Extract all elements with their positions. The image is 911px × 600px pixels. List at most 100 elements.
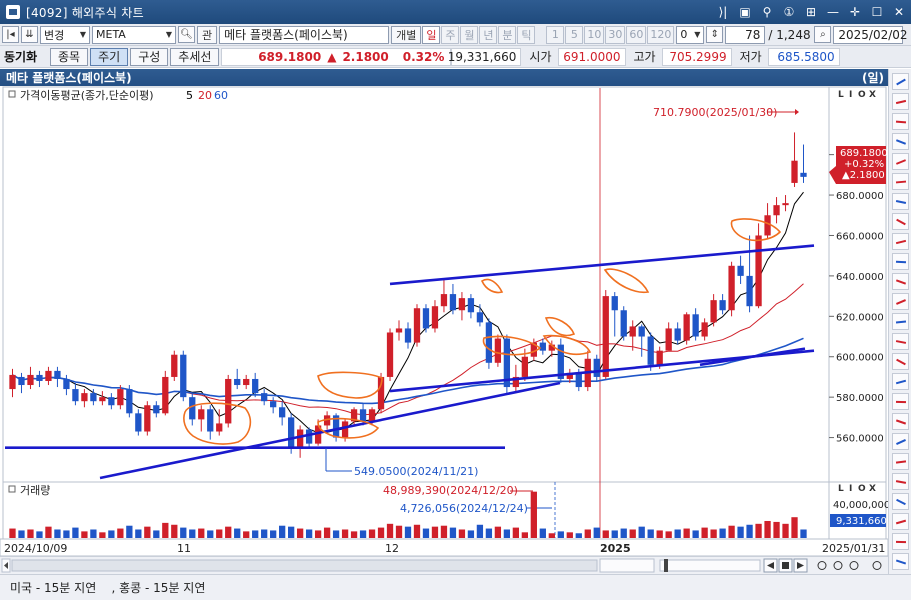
search-icon[interactable]: 🔍︎ <box>178 26 195 43</box>
pen-icon[interactable] <box>892 473 909 490</box>
minute-60[interactable]: 60 <box>626 25 647 44</box>
minute-30[interactable]: 30 <box>605 25 626 44</box>
individual-button[interactable]: 개별 <box>391 25 422 44</box>
legend-box-icon[interactable] <box>8 90 16 98</box>
close-icon[interactable]: ✕ <box>893 4 905 19</box>
gann-icon[interactable] <box>892 353 909 370</box>
vol-btn-x[interactable]: X <box>869 484 876 494</box>
vol-btn-i[interactable]: I <box>849 484 852 494</box>
view-count-field[interactable]: 78 <box>725 25 766 44</box>
tile-icon[interactable]: ⊞ <box>805 4 817 19</box>
cross-icon[interactable] <box>892 293 909 310</box>
minimize-icon[interactable]: — <box>827 4 839 19</box>
flag-icon[interactable] <box>892 513 909 530</box>
panel-btn-l[interactable]: L <box>838 90 844 100</box>
trendline[interactable] <box>389 244 815 286</box>
tab-symbol[interactable]: 종목 <box>50 47 89 66</box>
sync-label[interactable]: 동기화 <box>4 50 38 64</box>
trendline[interactable] <box>99 381 561 480</box>
circle-icon[interactable] <box>892 393 909 410</box>
tab-period[interactable]: 주기 <box>90 47 129 66</box>
period-month[interactable]: 월 <box>460 25 479 44</box>
layout-icon[interactable]: ▣ <box>739 4 751 19</box>
period-minute[interactable]: 분 <box>498 25 517 44</box>
hline-icon[interactable] <box>892 253 909 270</box>
candle <box>171 350 178 381</box>
lock-icon[interactable] <box>892 533 909 550</box>
symbol-combo[interactable]: META ▼ <box>92 25 176 44</box>
triangle-icon[interactable] <box>892 433 909 450</box>
minute-120[interactable]: 120 <box>647 25 675 44</box>
annotation-shape[interactable] <box>603 268 650 294</box>
minute-1[interactable]: 1 <box>546 25 565 44</box>
vol-btn-o[interactable]: O <box>858 484 866 494</box>
trendline[interactable] <box>699 347 806 367</box>
minute-10[interactable]: 10 <box>584 25 605 44</box>
maximize-icon[interactable]: ☐ <box>871 4 883 19</box>
volume-legend-box-icon[interactable] <box>8 485 16 493</box>
annotation-shape[interactable] <box>317 371 383 399</box>
tab-compose[interactable]: 구성 <box>130 47 169 66</box>
zoom-slider[interactable] <box>659 559 761 572</box>
annotation-shape[interactable] <box>730 218 782 242</box>
period-year[interactable]: 년 <box>479 25 498 44</box>
x-month-11: 11 <box>177 542 191 555</box>
minute-5[interactable]: 5 <box>565 25 584 44</box>
period-tick[interactable]: 틱 <box>517 25 536 44</box>
pin-icon[interactable]: ⚲ <box>762 4 772 19</box>
zoom-reset-icon[interactable] <box>849 561 859 570</box>
panel-btn-x[interactable]: X <box>869 90 876 100</box>
stock-chart[interactable]: 560.0000 580.0000 600.0000 620.0000 640.0000… <box>0 86 888 556</box>
text-a-icon[interactable] <box>892 73 909 90</box>
annotation-shape[interactable] <box>542 334 592 356</box>
tab-trendline[interactable]: 추세선 <box>170 47 220 66</box>
panel-btn-i[interactable]: I <box>849 90 852 100</box>
change-combo[interactable]: 변경 ▼ <box>40 25 90 44</box>
volume-axis-label: 40,000,000 <box>833 500 888 511</box>
cursor-icon[interactable] <box>892 93 909 110</box>
zero-combo[interactable]: 0 ▼ <box>676 25 705 44</box>
scrollbar-track[interactable] <box>11 559 598 572</box>
zoom-icon[interactable]: ⌕ <box>814 26 832 43</box>
annotation-shape[interactable] <box>544 316 576 337</box>
expand-icon[interactable]: ⇊ <box>21 26 38 43</box>
erase-icon[interactable] <box>892 153 909 170</box>
panel-btn-o[interactable]: O <box>858 90 866 100</box>
arrow-icon[interactable] <box>892 453 909 470</box>
annotation-shape[interactable] <box>480 278 504 294</box>
vline-icon[interactable] <box>892 273 909 290</box>
symbol-name-field[interactable]: 메타 플랫폼스(페이스북) <box>219 25 390 44</box>
channel-icon[interactable] <box>892 373 909 390</box>
date-field[interactable]: 2025/02/02 <box>833 25 908 44</box>
scrollbar-thumb[interactable] <box>599 558 655 573</box>
angle-icon[interactable] <box>892 313 909 330</box>
line-icon[interactable] <box>892 193 909 210</box>
one-icon[interactable]: ① <box>783 4 795 19</box>
zoom-in-icon[interactable] <box>817 561 827 570</box>
rectangle-icon[interactable] <box>892 413 909 430</box>
ma-60-label: 60 <box>214 89 228 102</box>
volume-bar <box>746 524 753 538</box>
candle <box>234 368 241 390</box>
more-icon[interactable] <box>892 553 909 570</box>
move-icon[interactable]: ✛ <box>849 4 861 19</box>
brush-icon[interactable] <box>892 493 909 510</box>
eraser-icon[interactable] <box>892 173 909 190</box>
annotation-shape[interactable] <box>482 335 542 356</box>
zoom-out-icon[interactable] <box>833 561 843 570</box>
annotation-shape[interactable] <box>317 417 380 439</box>
collapse-icon[interactable]: |◂ <box>2 26 19 43</box>
segment-icon[interactable] <box>892 233 909 250</box>
annotation-shape[interactable] <box>183 402 252 445</box>
period-day[interactable]: 일 <box>422 25 441 44</box>
undo-icon[interactable] <box>892 113 909 130</box>
ray-icon[interactable] <box>892 213 909 230</box>
link-icon[interactable]: ⟩| <box>718 4 728 19</box>
watch-button[interactable]: 관 <box>197 25 218 44</box>
fibonacci-icon[interactable] <box>892 333 909 350</box>
vol-btn-l[interactable]: L <box>838 484 844 494</box>
stepper-icon[interactable]: ⇕ <box>706 26 724 43</box>
settings-gear-icon[interactable] <box>872 561 882 570</box>
all-icon[interactable] <box>892 133 909 150</box>
period-week[interactable]: 주 <box>441 25 460 44</box>
